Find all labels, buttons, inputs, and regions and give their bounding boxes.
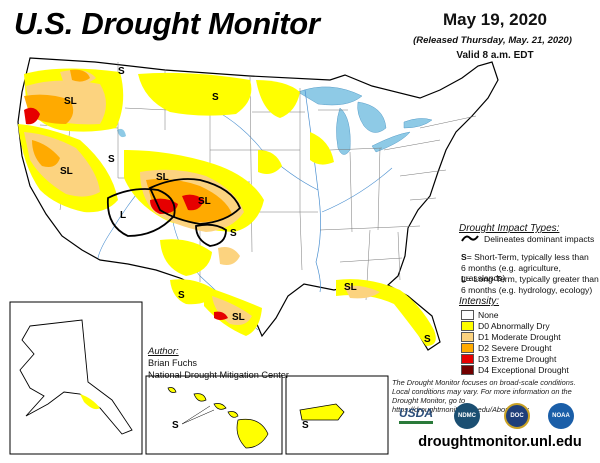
author-title: Author: <box>148 346 179 357</box>
legend-swatch <box>461 310 474 320</box>
short-term-line2: 6 months (e.g. agriculture, grasslands) <box>461 262 561 284</box>
usda-logo-text: USDA <box>398 406 433 420</box>
author-org: National Drought Mitigation Center <box>148 370 289 380</box>
short-term-code: S <box>461 252 467 262</box>
legend-label: D2 Severe Drought <box>478 343 552 353</box>
impact-delineates-text: Delineates dominant impacts <box>484 234 595 244</box>
label-colorado-sl: SL <box>156 172 169 183</box>
author-name: Brian Fuchs <box>148 358 198 368</box>
hawaii-islands <box>167 387 269 449</box>
legend-label: D1 Moderate Drought <box>478 332 561 342</box>
label-new-mexico-s: S <box>230 228 237 239</box>
lake-huron <box>357 101 387 133</box>
alaska-d0 <box>80 394 100 410</box>
label-oregon-sl: SL <box>64 96 77 107</box>
label-montana-s: S <box>212 92 219 103</box>
label-four-corners-l: L <box>120 210 126 221</box>
legend-label: None <box>478 310 499 320</box>
long-term-line1: = Long-Term, typically greater than <box>466 274 599 284</box>
puerto-rico-land <box>299 403 345 421</box>
legend-label: D0 Abnormally Dry <box>478 321 550 331</box>
label-gulf-sl: SL <box>344 282 357 293</box>
map-labels: S SL SL S S SL L SL S SL S SL S S S <box>60 66 431 431</box>
legend-swatch <box>461 321 474 331</box>
legend-label: D3 Extreme Drought <box>478 354 557 364</box>
lake-superior <box>297 86 363 106</box>
map-date: May 19, 2020 <box>443 10 547 29</box>
legend-swatch <box>461 343 474 353</box>
legend-d3: D3 Extreme Drought <box>461 354 556 364</box>
legend-swatch <box>461 354 474 364</box>
impact-delineations <box>106 178 242 247</box>
website-link[interactable]: droughtmonitor.unl.edu <box>418 434 582 450</box>
great-salt-lake <box>117 128 126 138</box>
label-nevada-sl: SL <box>60 166 73 177</box>
impact-types-title: Drought Impact Types: <box>459 223 560 234</box>
short-term-text: S= Short-Term, typically less than 6 mon… <box>461 252 600 284</box>
intensity-title: Intensity: <box>459 296 500 307</box>
lake-ontario <box>403 118 433 129</box>
legend-label: D4 Exceptional Drought <box>478 365 569 375</box>
footnote-line1: The Drought Monitor focuses on broad-sca… <box>392 378 576 387</box>
legend-d2: D2 Severe Drought <box>461 343 552 353</box>
label-pr-s: S <box>302 420 309 431</box>
doc-logo: DOC <box>504 403 530 429</box>
valid-time: Valid 8 a.m. EDT <box>456 50 534 61</box>
noaa-logo: NOAA <box>548 403 574 429</box>
legend-swatch <box>461 365 474 375</box>
alaska-land <box>19 319 133 435</box>
usda-logo: USDA <box>398 403 434 427</box>
short-term-line1: = Short-Term, typically less than <box>466 252 589 262</box>
label-pnw-s: S <box>118 66 125 77</box>
label-hawaii-s: S <box>172 420 179 431</box>
long-term-text: L= Long-Term, typically greater than 6 m… <box>461 274 599 295</box>
hawaii-leader-lines <box>181 405 215 425</box>
ndmc-logo: NDMC <box>454 403 480 429</box>
legend-swatch <box>461 332 474 342</box>
footnote-line2: Local conditions may vary. For more info… <box>392 387 572 396</box>
ndmc-logo-text: NDMC <box>458 413 476 419</box>
release-date: (Released Thursday, May. 21, 2020) <box>413 35 572 46</box>
label-utah-s: S <box>108 154 115 165</box>
label-texas-sl: SL <box>232 312 245 323</box>
ohio-river <box>321 167 393 213</box>
label-sangre-sl: SL <box>198 196 211 207</box>
doc-logo-text: DOC <box>510 413 524 419</box>
legend-d0: D0 Abnormally Dry <box>461 321 550 331</box>
label-florida-s: S <box>424 334 431 345</box>
map-title: U.S. Drought Monitor <box>14 6 320 41</box>
usda-logo-bar <box>399 421 433 424</box>
long-term-line2: 6 months (e.g. hydrology, ecology) <box>461 284 593 295</box>
noaa-logo-text: NOAA <box>552 413 570 419</box>
d3-extreme-drought <box>24 107 228 320</box>
legend-none: None <box>461 310 499 320</box>
legend-d1: D1 Moderate Drought <box>461 332 561 342</box>
lake-michigan <box>336 107 351 155</box>
long-term-code: L <box>461 274 467 284</box>
impact-line-glyph <box>461 235 479 242</box>
label-texas-s: S <box>178 290 185 301</box>
lake-erie <box>371 131 411 153</box>
legend-d4: D4 Exceptional Drought <box>461 365 569 375</box>
